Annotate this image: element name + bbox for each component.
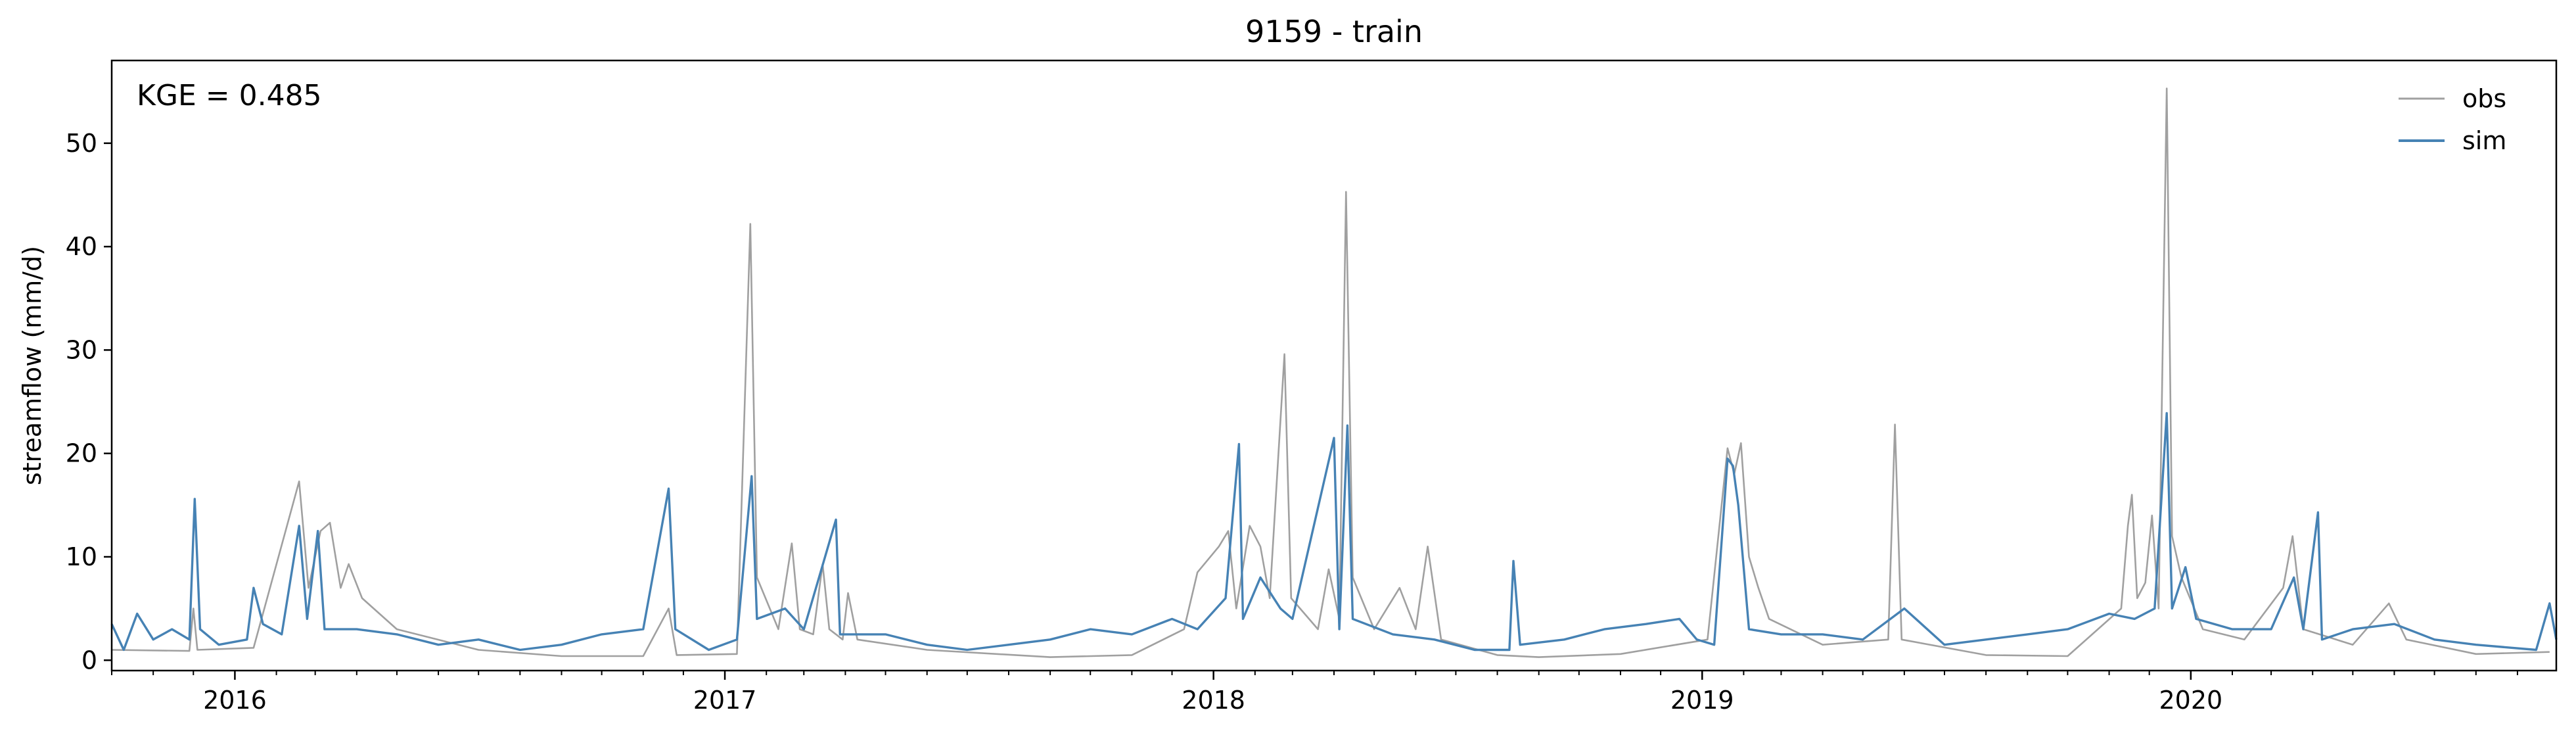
y-tick-label-40: 40 [66,232,97,261]
y-tick-label-30: 30 [66,335,97,364]
y-tick-label-50: 50 [66,129,97,158]
chart-title: 9159 - train [1245,14,1423,49]
y-tick-label-10: 10 [66,542,97,571]
legend-label-sim: sim [2462,126,2506,155]
axes-frame [110,59,2558,672]
series-line-obs [111,87,2550,658]
legend: obs sim [2399,84,2506,155]
y-axis-label: streamflow (mm/d) [18,246,47,485]
x-tick-label-2018: 2018 [1182,686,1245,715]
legend-label-obs: obs [2462,84,2506,113]
y-tick-label-20: 20 [66,439,97,468]
plot-area: 0 10 20 30 40 50 2016 2017 2018 2019 2020 [66,59,2558,715]
x-tick-label-2016: 2016 [203,686,267,715]
x-tick-label-2019: 2019 [1670,686,1734,715]
y-tick-label-0: 0 [81,646,97,675]
x-tick-label-2017: 2017 [693,686,757,715]
kge-annotation: KGE = 0.485 [137,79,322,112]
x-tick-label-2020: 2020 [2159,686,2222,715]
series-line-sim [110,412,2558,652]
